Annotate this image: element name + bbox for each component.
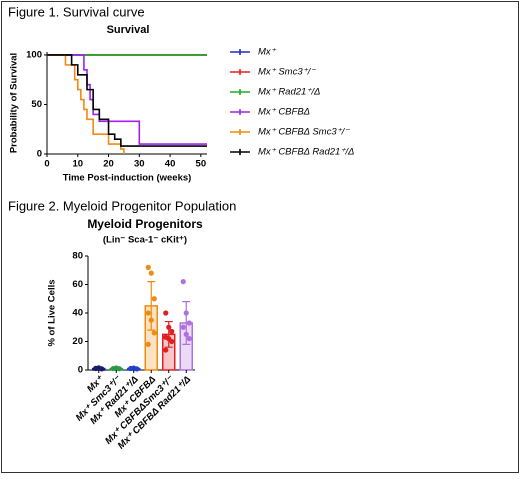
data-point xyxy=(180,279,186,285)
data-point xyxy=(148,270,154,276)
x-axis-label: Time Post-induction (weeks) xyxy=(63,173,192,184)
survival-line xyxy=(47,54,207,147)
x-tick-label: 0 xyxy=(44,159,49,170)
survival-line xyxy=(47,54,207,145)
y-axis-label: Probability of Survival xyxy=(9,53,20,153)
y-tick-label: 80 xyxy=(72,251,83,262)
x-tick-label: 10 xyxy=(72,159,83,170)
data-point xyxy=(116,366,122,372)
data-point xyxy=(128,365,134,372)
data-point xyxy=(145,341,151,347)
data-point xyxy=(186,336,192,342)
data-point xyxy=(183,331,189,337)
data-point xyxy=(163,310,169,316)
legend-label: Mx⁺ CBFBΔ Smc3⁺/⁻ xyxy=(258,127,350,138)
data-point xyxy=(166,324,172,330)
survival-line xyxy=(47,54,125,154)
data-point xyxy=(99,366,105,372)
y-tick-label: 20 xyxy=(72,336,83,347)
data-point xyxy=(145,310,151,316)
data-point xyxy=(186,320,192,326)
legend-label: Mx⁺ Rad21⁺/Δ xyxy=(258,87,320,98)
data-point xyxy=(163,347,169,353)
chart-title: Survival xyxy=(107,24,150,36)
x-tick-label: 50 xyxy=(196,159,207,170)
data-point xyxy=(169,338,175,345)
chart-title: Myeloid Progenitors xyxy=(87,217,203,231)
y-axis-label: % of Live Cells xyxy=(47,279,58,346)
data-point xyxy=(180,324,186,330)
legend-label: Mx⁺ Smc3⁺/⁻ xyxy=(258,67,316,78)
data-point xyxy=(151,296,157,302)
caption: Figure 2. Myeloid Progenitor Population xyxy=(8,198,236,213)
y-tick-label: 60 xyxy=(72,279,83,290)
x-tick-label: 30 xyxy=(134,159,145,170)
y-tick-label: 40 xyxy=(72,308,83,319)
error-bar xyxy=(182,301,191,345)
data-point xyxy=(134,366,140,372)
chart-subtitle: (Lin⁻ Sca-1⁻ cKit⁺) xyxy=(103,235,187,246)
data-point xyxy=(151,330,157,336)
legend-label: Mx⁺ CBFBΔ xyxy=(258,107,310,118)
legend-label: Mx⁺ CBFBΔ Rad21⁺/Δ xyxy=(258,147,354,158)
x-tick-label: 40 xyxy=(165,159,176,170)
y-tick-label: 0 xyxy=(78,365,83,376)
caption: Figure 1. Survival curve xyxy=(8,4,145,19)
data-point xyxy=(145,264,151,270)
x-tick-label: 20 xyxy=(103,159,114,170)
y-tick-label: 50 xyxy=(31,99,42,110)
data-point xyxy=(148,317,154,323)
data-point xyxy=(169,328,175,335)
y-tick-label: 0 xyxy=(37,149,42,160)
data-point xyxy=(183,310,189,316)
y-tick-label: 100 xyxy=(26,49,42,60)
legend-label: Mx⁺ xyxy=(258,47,277,58)
data-point xyxy=(93,365,99,371)
